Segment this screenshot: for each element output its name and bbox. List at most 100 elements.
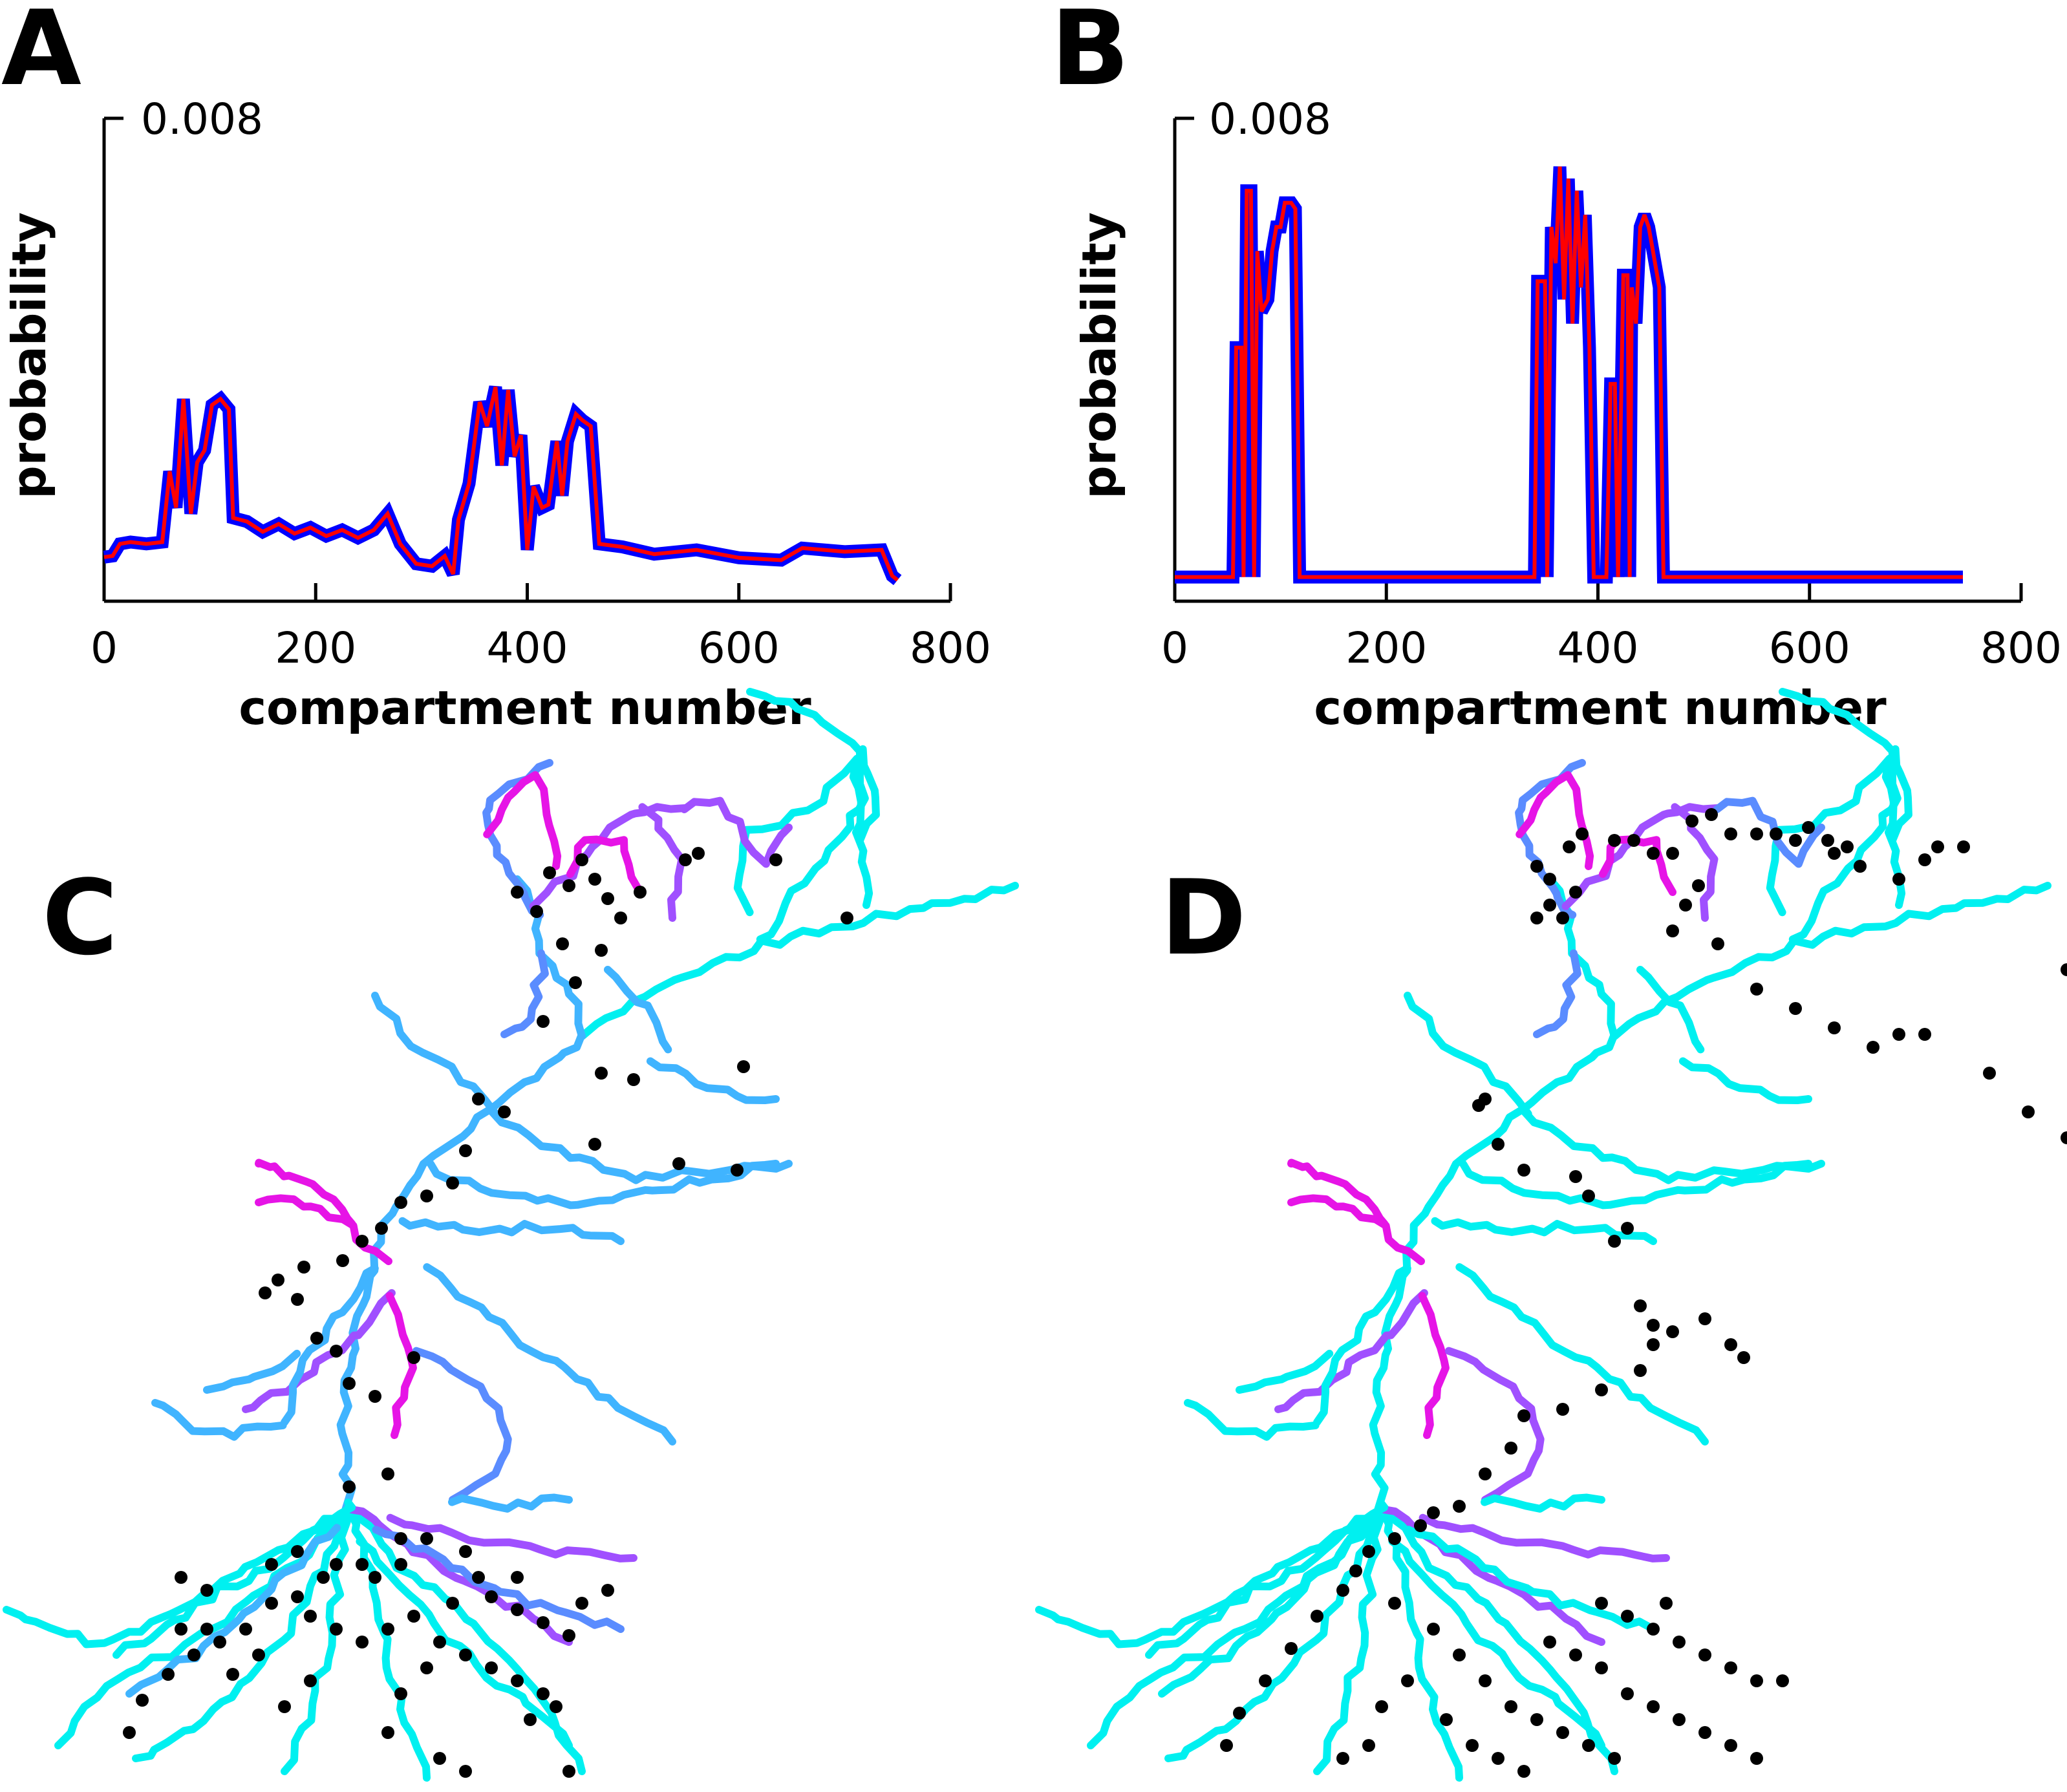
dendrite-branch — [856, 745, 880, 844]
synapse-marker — [1479, 1674, 1492, 1687]
dendrite-branch — [1533, 949, 1581, 1038]
dendrite-branch — [125, 1524, 341, 1698]
x-tick-label: 400 — [487, 623, 568, 673]
synapse-marker — [407, 1610, 420, 1623]
synapse-marker — [407, 1351, 420, 1364]
dendrite-branch — [638, 803, 686, 922]
dendrite-branch — [412, 1347, 512, 1504]
synapse-marker — [459, 1144, 472, 1157]
synapse-marker — [175, 1623, 187, 1636]
dendrite-branch — [1145, 1503, 1389, 1659]
panel-letter-d: D — [1161, 857, 1247, 978]
synapse-marker — [420, 1189, 433, 1202]
synapse-marker — [562, 879, 575, 892]
synapse-marker — [1505, 1442, 1517, 1455]
dendrite-branch — [281, 1264, 379, 1426]
synapse-marker — [394, 1532, 407, 1545]
synapse-marker — [601, 892, 614, 905]
synapse-marker — [1983, 1067, 1996, 1080]
dendrite-branch — [151, 1399, 287, 1441]
synapse-marker — [330, 1623, 343, 1636]
synapse-marker — [692, 847, 705, 860]
synapse-marker — [330, 1558, 343, 1571]
synapse-marker — [595, 1067, 608, 1080]
dendrite-branch — [1287, 1158, 1389, 1228]
synapse-marker — [511, 1571, 524, 1584]
synapse-marker — [459, 1648, 472, 1661]
synapse-marker — [356, 1636, 369, 1648]
synapse-marker — [1492, 1752, 1505, 1765]
synapse-marker — [187, 1648, 200, 1661]
synapse-marker — [369, 1571, 381, 1584]
synapse-marker — [601, 1584, 614, 1597]
synapse-marker — [239, 1623, 252, 1636]
synapse-marker — [556, 937, 569, 950]
synapse-marker — [381, 1467, 394, 1480]
dendrite-branch — [1611, 882, 2051, 1040]
synapse-marker — [614, 912, 627, 924]
synapse-marker — [1673, 1636, 1686, 1648]
synapse-marker — [1517, 1765, 1530, 1778]
synapse-marker — [1530, 1713, 1543, 1726]
synapse-marker — [1789, 1002, 1802, 1015]
synapse-marker — [1892, 1028, 1905, 1041]
synapse-marker — [1453, 1500, 1466, 1513]
synapse-marker — [356, 1235, 369, 1248]
synapse-marker — [634, 886, 647, 899]
dendrite-branch — [344, 1499, 586, 1775]
dendrite-branch — [385, 1292, 417, 1439]
synapse-marker — [550, 1700, 562, 1713]
dendrite-branch — [1379, 1505, 1605, 1646]
dendrite-branch — [680, 796, 793, 868]
synapse-marker — [252, 1648, 265, 1661]
x-tick-label: 400 — [1558, 623, 1639, 673]
dendrite-branch — [1376, 1499, 1618, 1775]
synapse-marker — [1595, 1661, 1608, 1674]
synapse-marker — [336, 1254, 349, 1267]
synapse-marker — [1233, 1707, 1246, 1720]
synapse-marker — [511, 1674, 524, 1687]
synapse-marker — [1705, 808, 1718, 821]
synapse-marker — [278, 1700, 291, 1713]
synapse-marker — [731, 1164, 744, 1177]
synapse-marker — [511, 886, 524, 899]
synapse-marker — [1543, 1636, 1556, 1648]
synapse-marker — [498, 1105, 511, 1118]
synapse-marker — [1802, 821, 1815, 834]
synapse-marker — [575, 853, 588, 866]
synapse-marker — [330, 1345, 343, 1358]
dendrite-branch — [1388, 1537, 1605, 1749]
synapse-marker — [291, 1545, 304, 1558]
chart-a-xlabel: compartment number — [239, 681, 811, 735]
synapse-marker — [1595, 1597, 1608, 1610]
synapse-marker — [1453, 1648, 1466, 1661]
synapse-marker — [1492, 1138, 1505, 1151]
synapse-marker — [1556, 1726, 1569, 1739]
synapse-marker — [1543, 873, 1556, 886]
synapse-marker — [1388, 1532, 1401, 1545]
synapse-marker — [433, 1636, 446, 1648]
synapse-marker — [841, 912, 853, 924]
dendrite-branch — [1313, 1506, 1387, 1775]
dendrite-branch — [347, 1505, 573, 1646]
synapse-marker — [433, 1752, 446, 1765]
synapse-marker — [575, 1597, 588, 1610]
dendrite-branch — [1519, 1106, 1825, 1184]
synapse-marker — [1505, 1700, 1517, 1713]
dendrite-branch — [1404, 992, 1532, 1118]
synapse-marker — [769, 853, 782, 866]
dendrite-branch — [336, 1030, 586, 1513]
synapse-marker — [1595, 1383, 1608, 1396]
synapse-marker — [1647, 1338, 1660, 1351]
synapse-marker — [1666, 924, 1679, 937]
chart-b-ytick-label: 0.008 — [1209, 94, 1331, 144]
synapse-marker — [1311, 1610, 1323, 1623]
dendrite-branch — [1481, 1493, 1605, 1513]
synapse-marker — [1666, 847, 1679, 860]
synapse-marker — [1750, 1674, 1763, 1687]
x-tick-label: 600 — [698, 623, 780, 673]
morphology-c — [3, 688, 1019, 1782]
synapse-marker — [543, 866, 556, 879]
dendrite-branch — [1889, 745, 1912, 844]
synapse-marker — [1692, 879, 1705, 892]
